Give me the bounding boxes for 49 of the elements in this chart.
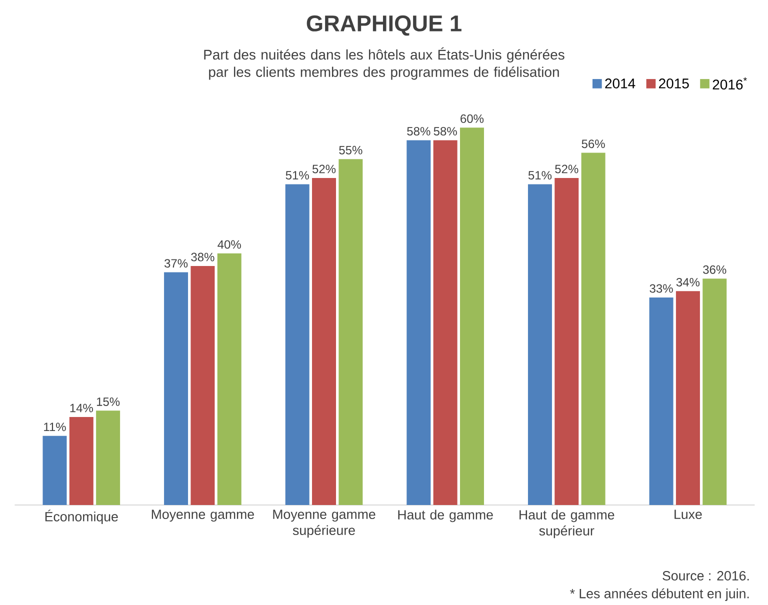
bar	[649, 297, 674, 505]
bar	[312, 178, 336, 505]
data-label: 56%	[582, 139, 605, 148]
data-label: 38%	[191, 252, 214, 262]
bar	[217, 253, 242, 505]
data-label: 52%	[555, 164, 578, 174]
bar	[676, 290, 700, 505]
bar	[702, 278, 727, 505]
data-label: 14%	[70, 404, 93, 412]
data-label: 58%	[407, 126, 430, 136]
bar	[338, 158, 363, 505]
data-label: 52%	[312, 164, 336, 174]
data-label: 60%	[460, 114, 484, 123]
legend-label: 2014	[605, 78, 636, 88]
bar	[164, 272, 188, 505]
x-tick-label: Économique	[45, 510, 118, 524]
x-tick-label: Haut de gamme supérieur	[520, 510, 614, 538]
x-tick-label: Haut de gamme	[398, 510, 493, 522]
data-label: 51%	[286, 170, 309, 180]
data-label: 15%	[96, 397, 120, 406]
bar	[528, 184, 552, 505]
data-label: 58%	[434, 126, 457, 136]
data-label: 36%	[703, 265, 726, 274]
data-label: 37%	[164, 258, 188, 268]
text: * Les années débutent en juin.	[570, 588, 749, 601]
bar	[554, 178, 579, 505]
bar	[460, 127, 484, 505]
bar	[406, 140, 431, 505]
x-tick-label: Moyenne gamme	[152, 510, 254, 522]
chart-subtitle: Part des nuitées dans les hôtels aux États-Unis générées par les clients membres des programmes de fidélisation	[204, 47, 564, 80]
data-label: 11%	[44, 422, 66, 431]
data-label: 34%	[676, 278, 700, 286]
legend-label: 2016$^{*}$	[712, 77, 747, 90]
bar	[581, 152, 606, 505]
legend-label: 2015	[659, 78, 689, 88]
bar	[96, 410, 120, 505]
data-label: 55%	[339, 146, 362, 154]
source-note: Source : 2016.	[662, 570, 749, 580]
bar	[190, 266, 215, 505]
x-tick-label: Luxe	[674, 510, 702, 519]
bar	[285, 184, 310, 505]
data-label: 40%	[218, 240, 241, 249]
bar	[69, 416, 94, 505]
data-label: 33%	[650, 284, 673, 293]
chart-title: GRAPHIQUE 1	[306, 15, 462, 36]
bar	[42, 436, 67, 505]
data-label: 51%	[528, 170, 552, 180]
x-tick-label: Moyenne gamme supérieure	[273, 510, 376, 538]
bar	[433, 140, 458, 505]
